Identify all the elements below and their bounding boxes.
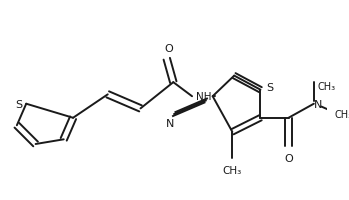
Text: CH₃: CH₃ bbox=[335, 109, 349, 119]
Text: S: S bbox=[15, 99, 22, 109]
Text: O: O bbox=[164, 43, 173, 53]
Text: O: O bbox=[284, 153, 293, 163]
Text: N: N bbox=[314, 99, 323, 109]
Text: CH₃: CH₃ bbox=[318, 82, 336, 91]
Text: S: S bbox=[266, 82, 273, 92]
Text: NH: NH bbox=[196, 92, 212, 102]
Text: N: N bbox=[166, 119, 175, 129]
Text: CH₃: CH₃ bbox=[223, 165, 242, 175]
